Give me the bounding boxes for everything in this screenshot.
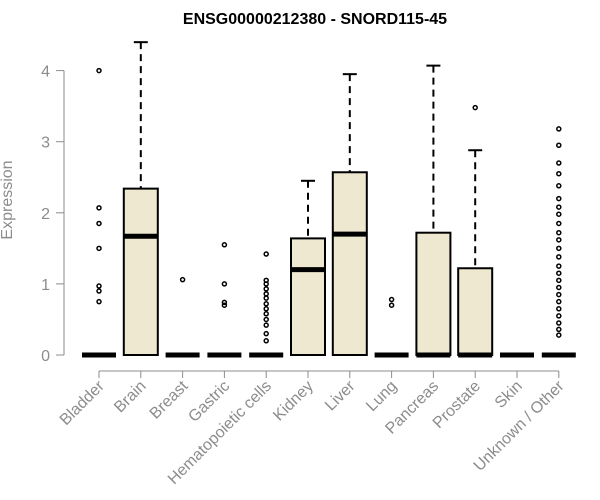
outlier-point xyxy=(556,160,562,166)
x-tick-label: Bladder xyxy=(57,377,108,428)
outlier-point xyxy=(263,311,269,317)
box-bladder xyxy=(82,67,116,358)
box-kidney xyxy=(290,179,326,356)
outlier-point xyxy=(556,254,562,260)
chart-title: ENSG00000212380 - SNORD115-45 xyxy=(183,11,447,28)
outlier-point xyxy=(221,281,228,287)
outlier-point xyxy=(556,211,562,217)
outlier-point xyxy=(263,316,269,323)
box-rect xyxy=(331,171,368,356)
outlier-point xyxy=(556,229,562,236)
y-tick-label: 0 xyxy=(41,348,50,365)
outlier-point xyxy=(556,142,562,149)
outlier-point xyxy=(263,301,269,307)
y-axis: 0 1 2 3 4 xyxy=(41,64,65,365)
y-tick-label: 2 xyxy=(41,206,50,223)
box-liver xyxy=(331,73,368,356)
outlier-point xyxy=(388,296,395,303)
x-tick-label: Lung xyxy=(363,378,400,415)
y-tick-label: 1 xyxy=(41,277,50,294)
box-unknown-other xyxy=(541,126,576,358)
box-pancreas xyxy=(415,64,452,358)
box-lung xyxy=(374,296,409,358)
outlier-point xyxy=(556,284,562,291)
box-rect xyxy=(415,231,452,356)
outlier-point xyxy=(556,126,562,132)
outlier-point xyxy=(221,302,228,308)
outlier-point xyxy=(96,220,102,227)
y-axis-label: Expression xyxy=(0,160,16,239)
outlier-point xyxy=(556,204,562,210)
outlier-point xyxy=(263,277,269,284)
outlier-point xyxy=(556,298,562,305)
y-tick-label: 4 xyxy=(41,64,50,81)
outlier-point xyxy=(556,291,562,298)
outlier-point xyxy=(96,245,102,252)
outlier-point xyxy=(556,263,562,269)
x-tick-label: Kidney xyxy=(270,378,317,425)
outlier-point xyxy=(96,288,102,294)
outlier-point xyxy=(263,286,269,292)
x-tick-label: Skin xyxy=(492,378,526,412)
outlier-point xyxy=(96,205,102,211)
outlier-point xyxy=(221,299,228,306)
outlier-point xyxy=(96,67,102,74)
box-rect xyxy=(457,267,494,356)
box-brain xyxy=(122,41,159,356)
x-tick-label: Brain xyxy=(111,378,149,416)
outlier-point xyxy=(263,306,269,312)
outlier-point xyxy=(556,320,562,326)
box-series xyxy=(82,41,576,358)
outlier-point xyxy=(556,306,562,312)
box-prostate xyxy=(457,104,494,358)
outlier-point xyxy=(556,245,562,252)
outlier-point xyxy=(556,170,562,177)
outlier-point xyxy=(96,283,102,289)
outlier-point xyxy=(556,332,562,338)
outlier-point xyxy=(263,322,269,328)
y-tick-label: 3 xyxy=(41,135,50,152)
x-tick-label: Liver xyxy=(322,377,359,414)
outlier-point xyxy=(221,242,228,248)
outlier-point xyxy=(472,104,478,111)
outlier-point xyxy=(263,251,269,257)
outlier-point xyxy=(263,330,269,337)
outlier-point xyxy=(263,295,269,301)
outlier-point xyxy=(388,302,395,308)
box-rect xyxy=(122,187,159,356)
box-gastric xyxy=(207,242,242,358)
outlier-point xyxy=(556,195,562,202)
outlier-point xyxy=(556,220,562,227)
outlier-point xyxy=(96,298,102,305)
box-hematopoietic-cells xyxy=(249,251,284,358)
box-rect xyxy=(290,237,326,356)
outlier-point xyxy=(556,277,562,284)
outlier-point xyxy=(556,313,562,319)
outlier-point xyxy=(263,338,269,344)
outlier-point xyxy=(556,326,562,333)
outlier-point xyxy=(556,270,562,276)
outlier-point xyxy=(556,183,562,189)
outlier-point xyxy=(556,237,562,243)
box-breast xyxy=(165,276,200,358)
outlier-point xyxy=(179,276,186,283)
outlier-point xyxy=(263,291,269,297)
x-tick-label: Breast xyxy=(147,377,192,422)
